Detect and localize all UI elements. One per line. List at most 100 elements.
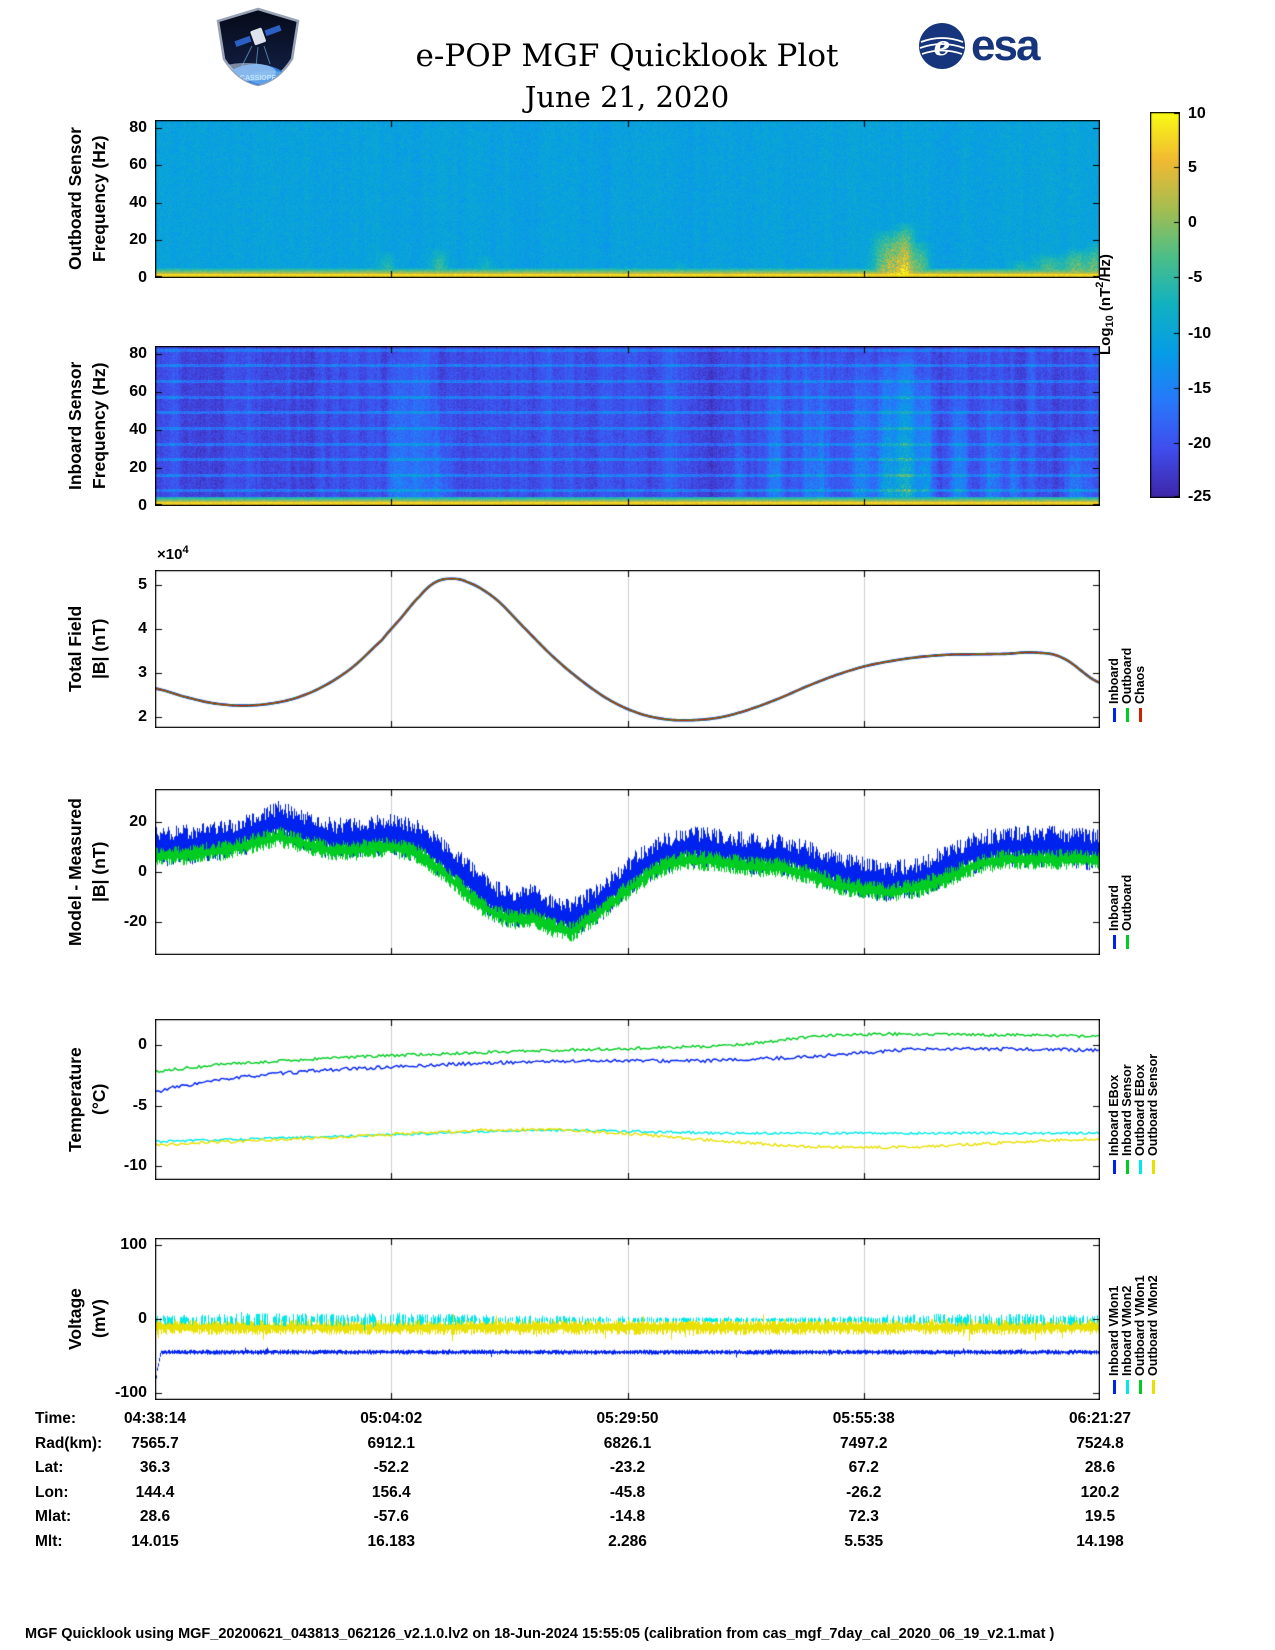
table-cell: 28.6: [139, 1508, 171, 1525]
patch-label: CASSIOPE: [240, 75, 277, 82]
y-tick-label: 20: [129, 812, 147, 830]
esa-emblem-letter: e: [934, 32, 951, 62]
colorbar-tick-label: -5: [1188, 268, 1203, 286]
voltage-canvas: [155, 1238, 1100, 1400]
y-tick-label: 0: [138, 269, 147, 286]
cassiope-mission-patch: CASSIOPE: [212, 6, 304, 93]
outboard-spectrogram-canvas: [155, 120, 1100, 278]
table-cell: 7565.7: [131, 1434, 179, 1452]
y-tick-label: 20: [129, 231, 147, 249]
table-cell: 156.4: [371, 1483, 411, 1501]
colorbar-tick-label: 10: [1188, 104, 1206, 122]
legend-color-mark: [1126, 1160, 1129, 1174]
table-cell: 144.4: [135, 1483, 175, 1501]
y-tick-label: 0: [138, 1036, 147, 1054]
y-tick-label: 40: [129, 420, 147, 438]
table-cell: 6826.1: [603, 1434, 652, 1452]
table-cell: 7524.8: [1076, 1434, 1124, 1452]
legend-color-mark: [1126, 935, 1129, 949]
y-tick-label: 40: [129, 193, 147, 211]
legend-color-mark: [1139, 1380, 1142, 1394]
table-cell: 72.3: [848, 1508, 879, 1525]
figure-date: June 21, 2020: [524, 80, 730, 114]
legend-color-mark: [1113, 1160, 1116, 1174]
y-tick-label: 100: [120, 1236, 147, 1254]
table-cell: 67.2: [848, 1459, 879, 1476]
legend-entry-label: Chaos: [1133, 665, 1147, 704]
y-axis-label: Frequency (Hz): [89, 362, 109, 490]
colorbar-tick-label: -20: [1188, 434, 1212, 452]
table-cell: 120.2: [1080, 1483, 1120, 1501]
table-cell: -57.6: [373, 1508, 409, 1525]
table-cell: -26.2: [846, 1483, 882, 1501]
table-cell: 16.183: [367, 1532, 415, 1550]
y-tick-label: 0: [138, 1310, 147, 1327]
y-tick-label: 3: [138, 664, 147, 682]
y-axis-label: Total Field: [65, 605, 85, 693]
temperature-canvas: [155, 1019, 1100, 1180]
y-tick-label: 0: [138, 497, 147, 514]
total-field-canvas: [155, 570, 1100, 728]
table-cell: 14.015: [131, 1532, 179, 1550]
colorbar-label: Log10 (nT2/Hz): [1094, 254, 1116, 356]
y-axis-exponent-label: ×104: [157, 544, 189, 563]
legend-color-mark: [1113, 1380, 1116, 1394]
table-cell: 6912.1: [367, 1434, 415, 1452]
legend-color-mark: [1126, 708, 1129, 722]
y-tick-label: 60: [129, 156, 147, 174]
table-row-label: Time:: [35, 1410, 77, 1427]
y-tick-label: -10: [123, 1156, 147, 1174]
colorbar-tick-label: 0: [1188, 213, 1197, 231]
y-tick-label: 60: [129, 382, 147, 400]
table-cell: 7497.2: [840, 1434, 888, 1452]
legend-entry-label: Outboard: [1120, 874, 1134, 931]
table-cell: 05:29:50: [596, 1410, 659, 1427]
y-axis-label: Outboard Sensor: [65, 127, 85, 271]
inboard-spectrogram-canvas: [155, 346, 1100, 506]
table-row-label: Lon:: [35, 1483, 69, 1501]
y-tick-label: 5: [138, 576, 147, 594]
y-tick-label: -100: [114, 1383, 147, 1401]
figure-title: e-POP MGF Quicklook Plot: [415, 38, 839, 74]
table-cell: 2.286: [608, 1532, 647, 1550]
legend-color-mark: [1152, 1380, 1155, 1394]
table-cell: 36.3: [139, 1459, 171, 1476]
colorbar-tick-label: -15: [1188, 379, 1212, 397]
y-tick-label: -20: [123, 913, 147, 931]
y-tick-label: 80: [129, 118, 147, 136]
panel-total-field: [155, 570, 1100, 728]
y-tick-label: 0: [138, 863, 147, 880]
footer-text: MGF Quicklook using MGF_20200621_043813_…: [25, 1626, 1055, 1642]
legend-color-mark: [1113, 708, 1116, 722]
panel-model-minus-measured: [155, 789, 1100, 955]
y-axis-label: (°C): [89, 1083, 109, 1116]
esa-logo: e esa: [918, 21, 1040, 70]
y-tick-label: 20: [129, 458, 147, 476]
panel-voltage: [155, 1238, 1100, 1400]
model-minus-measured-canvas: [155, 789, 1100, 955]
y-axis-label: Inboard Sensor: [65, 361, 85, 491]
legend-color-mark: [1139, 1160, 1142, 1174]
esa-wordmark: esa: [971, 21, 1040, 70]
panel-outboard-spectrogram: [155, 120, 1100, 278]
y-axis-label: Voltage: [65, 1288, 85, 1350]
table-cell: 19.5: [1084, 1508, 1116, 1525]
panel-inboard-spectrogram: [155, 346, 1100, 506]
table-cell: -52.2: [373, 1459, 409, 1476]
table-cell: 05:55:38: [832, 1410, 895, 1427]
y-tick-label: 4: [138, 620, 147, 638]
legend-color-mark: [1139, 708, 1142, 722]
y-axis-label: Model - Measured: [65, 798, 85, 946]
table-row-label: Lat:: [35, 1459, 64, 1476]
table-cell: -45.8: [609, 1483, 646, 1501]
legend-entry-label: Outboard VMon2: [1146, 1275, 1160, 1376]
y-axis-label: Frequency (Hz): [89, 135, 109, 263]
legend-entry-label: Outboard Sensor: [1146, 1053, 1160, 1156]
esa-emblem-icon: e: [919, 23, 965, 69]
table-cell: 28.6: [1084, 1459, 1116, 1476]
y-axis-label: Temperature: [65, 1047, 85, 1152]
table-row-label: Rad(km):: [35, 1434, 103, 1452]
table-row-label: Mlt:: [35, 1532, 63, 1550]
colorbar-tick-label: -25: [1188, 487, 1212, 505]
